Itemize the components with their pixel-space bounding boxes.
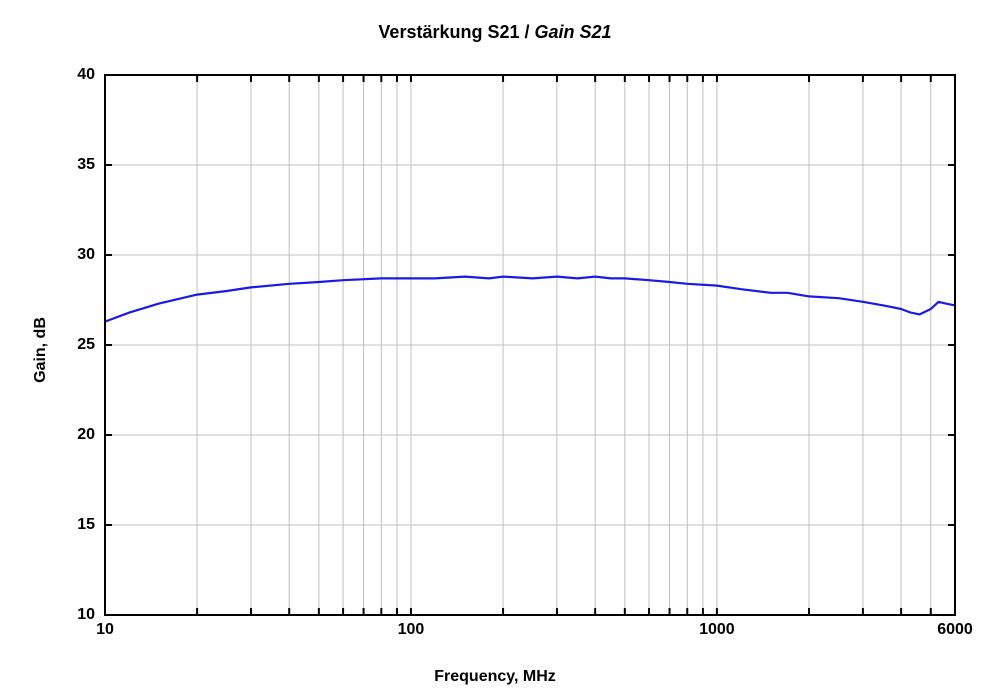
y-tick-label: 25 <box>55 336 95 354</box>
gain-chart: Verstärkung S21 / Gain S21 Gain, dB Freq… <box>0 0 990 700</box>
y-tick-label: 35 <box>55 156 95 174</box>
plot-svg <box>0 0 990 700</box>
x-tick-label: 10 <box>65 621 145 639</box>
x-tick-label: 6000 <box>915 621 990 639</box>
y-tick-label: 15 <box>55 516 95 534</box>
y-tick-label: 40 <box>55 66 95 84</box>
y-tick-label: 30 <box>55 246 95 264</box>
y-tick-label: 20 <box>55 426 95 444</box>
x-tick-label: 1000 <box>677 621 757 639</box>
x-tick-label: 100 <box>371 621 451 639</box>
